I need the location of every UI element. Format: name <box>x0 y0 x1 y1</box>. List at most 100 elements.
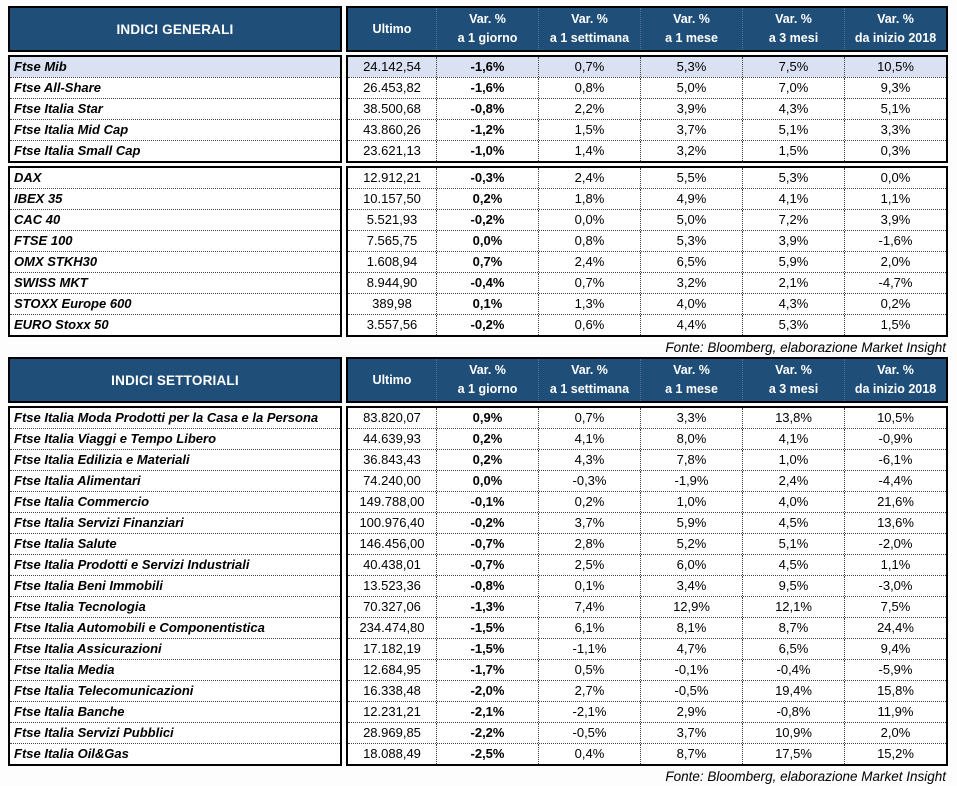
column-header-line2: a 1 mese <box>665 382 718 396</box>
index-values-grid: 83.820,07 0,9% 0,7% 3,3% 13,8% 10,5% 44.639,93… <box>346 406 948 766</box>
var-value: 5,0% <box>640 78 742 98</box>
var-value: 4,7% <box>640 639 742 659</box>
var-value: 0,6% <box>538 315 640 335</box>
column-header-line1: Var. % <box>673 363 710 378</box>
ultimo-value: 40.438,01 <box>363 557 421 572</box>
index-name: CAC 40 <box>10 209 340 230</box>
column-header-line1: Var. % <box>877 363 914 378</box>
column-header-line2: a 1 giorno <box>457 382 518 396</box>
column-header-line2: a 3 mesi <box>768 382 819 396</box>
var-value: 5,5% <box>640 168 742 188</box>
index-row-values: 12.231,21 -2,1% -2,1% 2,9% -0,8% 11,9% <box>348 701 946 722</box>
var-value: 7,5% <box>844 597 946 617</box>
var-value: 7,4% <box>538 597 640 617</box>
var-value: -0,9% <box>844 429 946 449</box>
index-name: FTSE 100 <box>10 230 340 251</box>
var-value: -0,1% <box>640 660 742 680</box>
var-value: 4,5% <box>742 513 844 533</box>
var-value: 6,0% <box>640 555 742 575</box>
var-value: -1,6% <box>436 78 538 98</box>
var-value: 5,3% <box>742 315 844 335</box>
table-header-row: INDICI GENERALI Ultimo Var. % a 1 giorno Va… <box>8 6 948 52</box>
index-row-values: 146.456,00 -0,7% 2,8% 5,2% 5,1% -2,0% <box>348 533 946 554</box>
var-value: 0,1% <box>436 294 538 314</box>
ultimo-value: 44.639,93 <box>363 431 421 446</box>
index-row-values: 234.474,80 -1,5% 6,1% 8,1% 8,7% 24,4% <box>348 617 946 638</box>
index-row-values: 149.788,00 -0,1% 0,2% 1,0% 4,0% 21,6% <box>348 491 946 512</box>
var-value: -0,5% <box>538 723 640 743</box>
var-value: -1,9% <box>640 471 742 491</box>
source-note: Fonte: Bloomberg, elaborazione Market In… <box>665 340 946 355</box>
var-value: 10,5% <box>844 57 946 77</box>
ultimo-value: 83.820,07 <box>363 410 421 425</box>
column-header-line1: Var. % <box>571 363 608 378</box>
var-value: 0,8% <box>538 231 640 251</box>
index-row-values: 26.453,82 -1,6% 0,8% 5,0% 7,0% 9,3% <box>348 77 946 98</box>
var-value: -0,5% <box>640 681 742 701</box>
var-value: 17,5% <box>742 744 844 764</box>
var-value: 0,1% <box>538 576 640 596</box>
var-value: 21,6% <box>844 492 946 512</box>
var-value: 2,0% <box>844 252 946 272</box>
var-value: -0,3% <box>436 168 538 188</box>
ultimo-value: 38.500,68 <box>363 101 421 116</box>
var-value: -3,0% <box>844 576 946 596</box>
var-value: 5,3% <box>640 231 742 251</box>
var-value: 2,0% <box>844 723 946 743</box>
column-header-line2: a 1 settimana <box>549 382 630 396</box>
ultimo-value: 234.474,80 <box>359 620 425 635</box>
index-name: SWISS MKT <box>10 272 340 293</box>
var-value: 0,2% <box>436 450 538 470</box>
index-row-values: 36.843,43 0,2% 4,3% 7,8% 1,0% -6,1% <box>348 449 946 470</box>
var-value: 15,2% <box>844 744 946 764</box>
index-row-values: 10.157,50 0,2% 1,8% 4,9% 4,1% 1,1% <box>348 188 946 209</box>
ultimo-value: 28.969,85 <box>363 725 421 740</box>
var-value: -2,0% <box>844 534 946 554</box>
var-value: 0,0% <box>844 168 946 188</box>
var-value: -4,7% <box>844 273 946 293</box>
var-value: 19,4% <box>742 681 844 701</box>
index-row-values: 40.438,01 -0,7% 2,5% 6,0% 4,5% 1,1% <box>348 554 946 575</box>
var-value: -0,2% <box>436 210 538 230</box>
var-value: 0,7% <box>538 57 640 77</box>
var-value: -0,7% <box>436 555 538 575</box>
column-header-line1: Var. % <box>469 12 506 27</box>
ultimo-value: 146.456,00 <box>359 536 425 551</box>
var-value: 1,5% <box>844 315 946 335</box>
var-value: 1,5% <box>538 120 640 140</box>
table-column-headers: Ultimo Var. % a 1 giorno Var. % a 1 settiman… <box>346 357 948 403</box>
var-value: -0,2% <box>436 315 538 335</box>
var-value: 8,7% <box>640 744 742 764</box>
ultimo-value: 24.142,54 <box>363 59 421 74</box>
index-row-values: 12.912,21 -0,3% 2,4% 5,5% 5,3% 0,0% <box>348 168 946 188</box>
column-header-ultimo: Ultimo <box>348 8 436 50</box>
var-value: 0,0% <box>436 231 538 251</box>
index-row-values: 16.338,48 -2,0% 2,7% -0,5% 19,4% 15,8% <box>348 680 946 701</box>
var-value: -1,6% <box>436 57 538 77</box>
index-name: Ftse Italia Viaggi e Tempo Libero <box>10 428 340 449</box>
index-name: Ftse Italia Salute <box>10 533 340 554</box>
var-value: 3,9% <box>640 99 742 119</box>
var-value: 5,9% <box>742 252 844 272</box>
var-value: -1,0% <box>436 141 538 161</box>
var-value: -1,5% <box>436 618 538 638</box>
var-value: 10,9% <box>742 723 844 743</box>
column-header-line1: Var. % <box>469 363 506 378</box>
column-header-ultimo: Ultimo <box>348 359 436 401</box>
var-value: 4,9% <box>640 189 742 209</box>
var-value: 1,0% <box>742 450 844 470</box>
ultimo-value: 7.565,75 <box>366 233 418 248</box>
index-name: STOXX Europe 600 <box>10 293 340 314</box>
index-name: Ftse Italia Edilizia e Materiali <box>10 449 340 470</box>
index-row-values: 8.944,90 -0,4% 0,7% 3,2% 2,1% -4,7% <box>348 272 946 293</box>
var-value: 3,3% <box>640 408 742 428</box>
var-value: 3,7% <box>640 723 742 743</box>
column-header-line1: Var. % <box>571 12 608 27</box>
var-value: 2,2% <box>538 99 640 119</box>
var-value: 6,5% <box>640 252 742 272</box>
column-header-line1: Var. % <box>775 363 812 378</box>
column-header-a-3-mesi: Var. % a 3 mesi <box>742 359 844 401</box>
var-value: -5,9% <box>844 660 946 680</box>
var-value: 4,3% <box>742 99 844 119</box>
var-value: 4,1% <box>538 429 640 449</box>
